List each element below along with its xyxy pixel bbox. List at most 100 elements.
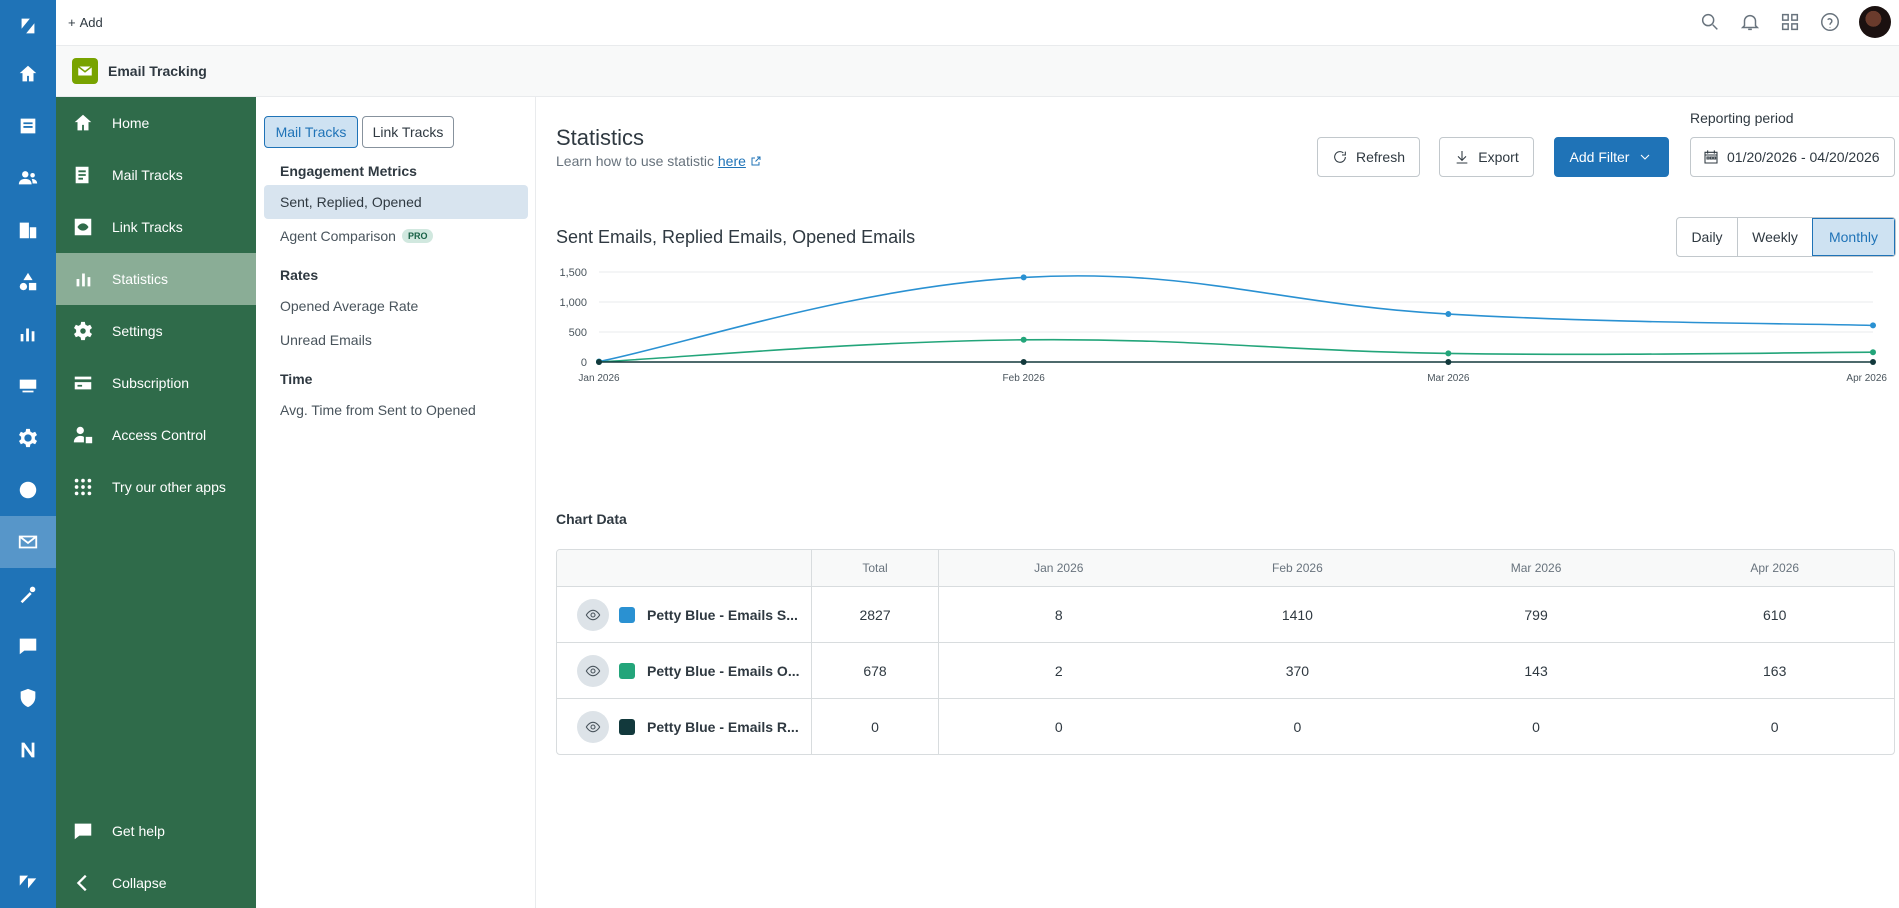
cell-value: 0 — [1054, 718, 1063, 735]
nav-sent-replied-opened[interactable]: Sent, Replied, Opened — [264, 185, 528, 219]
bell-icon[interactable] — [1739, 11, 1761, 33]
sidebar-item-mail-tracks[interactable]: Mail Tracks — [56, 149, 256, 201]
collapse-button[interactable]: Collapse — [56, 857, 256, 908]
refresh-button[interactable]: Refresh — [1317, 137, 1420, 177]
nav-opened-average-rate[interactable]: Opened Average Rate — [280, 298, 419, 314]
data-point — [1445, 350, 1452, 357]
refresh-icon — [1334, 151, 1346, 163]
zendesk-products-icon[interactable] — [0, 856, 56, 908]
apps-grid-icon[interactable] — [1779, 11, 1801, 33]
help-link[interactable]: here — [717, 153, 746, 169]
workspace-icon[interactable] — [0, 360, 56, 412]
add-label: Add — [79, 15, 103, 30]
email-tracking-app-icon[interactable] — [0, 516, 56, 568]
add-filter-button[interactable]: Add Filter — [1554, 137, 1669, 177]
series-line — [598, 275, 1874, 363]
granularity-daily[interactable]: Daily — [1691, 229, 1723, 245]
app-title: Email Tracking — [108, 63, 207, 79]
data-point — [1020, 336, 1027, 343]
avatar[interactable] — [1859, 6, 1891, 38]
line-chart: 0 500 1,000 1,500 Jan 2026 Feb 2026 Mar 2026 Ap… — [559, 267, 1887, 384]
table-row: Petty Blue - Emails O... 678 2 370 143 1… — [557, 642, 1894, 698]
help-icon[interactable] — [1819, 11, 1841, 33]
organizations-icon[interactable] — [0, 204, 56, 256]
sidebar-item-link-tracks[interactable]: Link Tracks — [56, 201, 256, 253]
series-color-swatch — [619, 662, 635, 679]
credit-card-icon — [74, 376, 92, 390]
app-header: Email Tracking — [56, 46, 1899, 97]
admin-gear-icon[interactable] — [0, 412, 56, 464]
home-icon[interactable] — [0, 48, 56, 100]
reporting-icon[interactable] — [0, 308, 56, 360]
granularity-monthly[interactable]: Monthly — [1812, 218, 1895, 256]
search-icon[interactable] — [1699, 11, 1721, 33]
chart-data-table: Total Jan 2026 Feb 2026 Mar 2026 Apr 202… — [556, 549, 1895, 755]
chevron-down-icon — [1641, 154, 1650, 160]
data-point — [1445, 359, 1452, 365]
shield-icon[interactable] — [0, 672, 56, 724]
tickets-icon[interactable] — [0, 100, 56, 152]
bar-chart-icon — [76, 273, 91, 287]
sidebar-item-statistics[interactable]: Statistics — [56, 253, 256, 305]
series-line — [598, 338, 1874, 363]
nav-avg-time-sent-opened[interactable]: Avg. Time from Sent to Opened — [280, 402, 476, 418]
data-point — [1445, 311, 1452, 318]
export-button[interactable]: Export — [1439, 137, 1534, 177]
nav-agent-comparison[interactable]: Agent Comparison PRO — [264, 219, 528, 253]
analytics-app-icon[interactable] — [0, 464, 56, 516]
tab-link-tracks[interactable]: Link Tracks — [362, 116, 454, 148]
gear-icon — [74, 321, 92, 341]
data-point — [1020, 274, 1027, 281]
sidebar-item-home[interactable]: Home — [56, 97, 256, 149]
home-icon — [74, 114, 92, 131]
visibility-toggle-eye-icon[interactable] — [577, 710, 609, 743]
section-rates: Rates — [280, 267, 319, 283]
calendar-icon — [1704, 150, 1718, 164]
zendesk-logo-icon[interactable] — [0, 0, 56, 52]
sidebar-item-settings[interactable]: Settings — [56, 305, 256, 357]
sidebar-item-other-apps[interactable]: Try our other apps — [56, 461, 256, 513]
data-point — [1870, 322, 1876, 329]
reporting-period-picker[interactable]: 01/20/2026 - 04/20/2026 — [1690, 137, 1895, 177]
tab-mail-tracks[interactable]: Mail Tracks — [264, 116, 358, 148]
table-row: Petty Blue - Emails S... 2827 8 1410 799… — [557, 586, 1894, 642]
sidebar-item-subscription[interactable]: Subscription — [56, 357, 256, 409]
header-total: Total — [812, 550, 940, 586]
section-time: Time — [280, 371, 313, 387]
get-help-button[interactable]: Get help — [56, 805, 256, 857]
data-point — [596, 359, 602, 365]
cell-total: 2827 — [812, 587, 940, 642]
y-tick-label: 500 — [569, 327, 587, 339]
cell-value: 610 — [1763, 606, 1787, 623]
x-tick-label: Apr 2026 — [1846, 373, 1887, 384]
cell-value: 370 — [1285, 662, 1310, 679]
x-tick-label: Feb 2026 — [1003, 373, 1046, 384]
nav-unread-emails[interactable]: Unread Emails — [280, 332, 372, 348]
header-name — [557, 550, 812, 586]
top-bar: + Add — [56, 0, 1899, 46]
n-app-icon[interactable] — [0, 724, 56, 776]
shapes-icon[interactable] — [0, 256, 56, 308]
series-name: Petty Blue - Emails S... — [647, 606, 798, 623]
cell-total: 678 — [812, 643, 940, 698]
chat-flag-icon[interactable] — [0, 620, 56, 672]
external-link-icon[interactable] — [750, 155, 762, 167]
chart-title: Sent Emails, Replied Emails, Opened Emai… — [556, 227, 916, 247]
section-engagement-metrics: Engagement Metrics — [280, 163, 417, 179]
visibility-toggle-eye-icon[interactable] — [577, 654, 609, 687]
magic-wand-icon[interactable] — [0, 568, 56, 620]
app-sidebar: Home Mail Tracks Link Tracks Statistics … — [56, 97, 256, 908]
plus-icon: + — [68, 15, 76, 30]
header-mar: Mar 2026 — [1510, 561, 1562, 575]
header-feb: Feb 2026 — [1272, 561, 1323, 575]
sidebar-item-access-control[interactable]: Access Control — [56, 409, 256, 461]
data-point — [1870, 349, 1876, 356]
table-row: Petty Blue - Emails R... 0 0 0 0 0 — [557, 698, 1894, 754]
customers-icon[interactable] — [0, 152, 56, 204]
link-tracks-icon — [74, 218, 92, 236]
visibility-toggle-eye-icon[interactable] — [577, 598, 609, 631]
add-button[interactable]: + Add — [68, 15, 103, 30]
granularity-weekly[interactable]: Weekly — [1737, 218, 1812, 256]
series-color-swatch — [619, 606, 635, 623]
email-tracking-logo-icon — [72, 58, 98, 84]
